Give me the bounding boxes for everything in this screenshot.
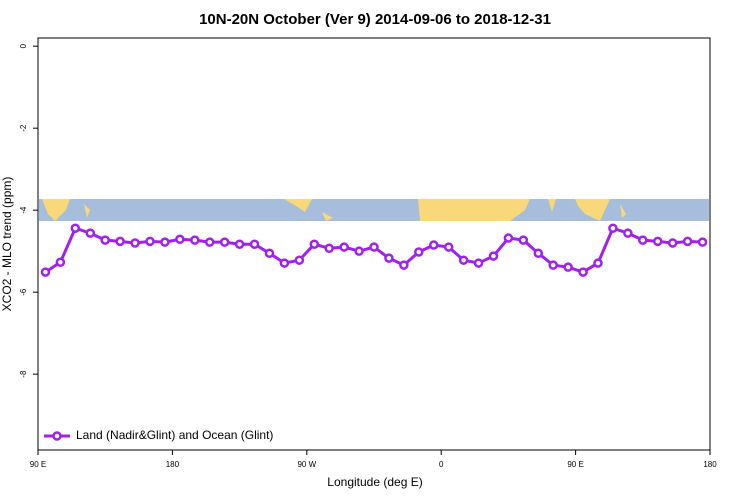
data-point (548, 260, 558, 270)
data-point (160, 237, 170, 247)
map-strip (39, 199, 709, 221)
data-point (294, 255, 305, 265)
x-tick-label: 0 (439, 460, 444, 469)
data-point (100, 235, 110, 245)
data-point (85, 228, 96, 238)
data-point (697, 237, 708, 247)
y-tick-label: -4 (19, 206, 28, 214)
data-point (428, 240, 439, 250)
data-point (608, 223, 618, 233)
legend-marker (52, 431, 62, 441)
ocean (39, 199, 709, 221)
plot-frame (37, 37, 711, 451)
data-point (190, 235, 200, 245)
y-tick-label: -6 (19, 288, 28, 296)
x-tick-label: 90 E (30, 460, 46, 469)
data-point (234, 239, 245, 249)
data-point (249, 239, 260, 249)
land (548, 199, 556, 212)
land (284, 199, 312, 212)
data-point (593, 258, 603, 268)
data-point (473, 258, 484, 268)
data-point (130, 238, 140, 248)
x-tick-label: 90 E (567, 460, 583, 469)
chart-title: 10N-20N October (Ver 9) 2014-09-06 to 20… (199, 11, 551, 28)
data-point (204, 237, 215, 247)
x-tick-label: 180 (166, 460, 180, 469)
data-point (667, 238, 678, 248)
land (42, 199, 70, 221)
data-point (563, 262, 573, 272)
y-tick-label: -8 (19, 370, 28, 378)
data-point (488, 251, 499, 261)
data-point (414, 247, 424, 257)
data-point (443, 242, 454, 252)
legend-label: Land (Nadir&Glint) and Ocean (Glint) (76, 428, 273, 442)
land (322, 212, 333, 221)
data-point (55, 257, 66, 267)
data-point (623, 228, 633, 238)
y-axis-label: XCO2 - MLO trend (ppm) (0, 177, 14, 312)
land (418, 199, 530, 221)
data-point (309, 239, 320, 249)
data-point (518, 235, 529, 245)
data-point (339, 242, 349, 252)
y-tick-label: -2 (19, 124, 28, 132)
data-point (503, 233, 514, 243)
data-point (324, 243, 334, 254)
data-point (369, 242, 379, 252)
data-point (40, 267, 51, 277)
data-point (145, 236, 155, 247)
data-point (115, 236, 125, 247)
x-axis-label: Longitude (deg E) (327, 475, 422, 489)
land (620, 204, 626, 218)
data-point (175, 234, 185, 245)
data-point (682, 236, 693, 247)
data-point (652, 236, 663, 247)
data-point (219, 237, 230, 247)
data-point (279, 258, 290, 268)
x-tick-label: 90 W (297, 460, 316, 469)
data-point (458, 255, 469, 265)
data-point (70, 223, 81, 233)
x-tick-label: 180 (703, 460, 717, 469)
data-point (638, 235, 648, 245)
land (84, 204, 90, 218)
data-point (399, 260, 409, 270)
data-point (384, 253, 394, 263)
data-point (354, 246, 364, 256)
data-point (578, 267, 588, 277)
data-point (264, 248, 275, 258)
land (575, 199, 610, 221)
data-point (533, 248, 544, 258)
y-tick-label: 0 (19, 43, 28, 48)
